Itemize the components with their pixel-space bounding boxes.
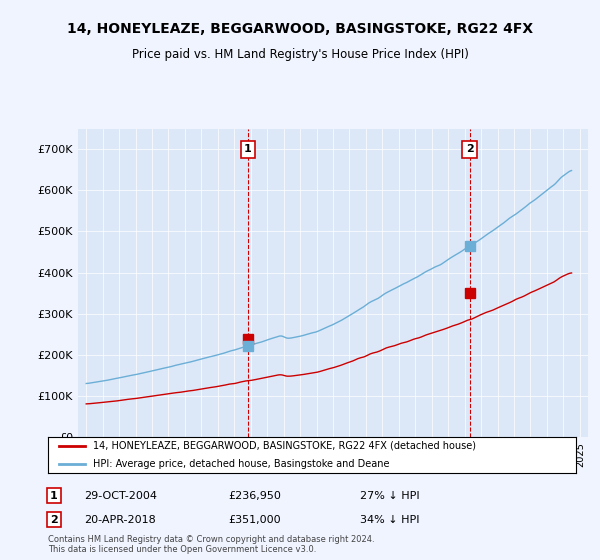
Text: Price paid vs. HM Land Registry's House Price Index (HPI): Price paid vs. HM Land Registry's House … (131, 48, 469, 60)
Text: 14, HONEYLEAZE, BEGGARWOOD, BASINGSTOKE, RG22 4FX (detached house): 14, HONEYLEAZE, BEGGARWOOD, BASINGSTOKE,… (93, 441, 476, 451)
Text: 1: 1 (50, 491, 58, 501)
Text: 20-APR-2018: 20-APR-2018 (84, 515, 156, 525)
Text: 27% ↓ HPI: 27% ↓ HPI (360, 491, 419, 501)
Text: 29-OCT-2004: 29-OCT-2004 (84, 491, 157, 501)
Text: £236,950: £236,950 (228, 491, 281, 501)
Text: HPI: Average price, detached house, Basingstoke and Deane: HPI: Average price, detached house, Basi… (93, 459, 389, 469)
Text: 2: 2 (466, 144, 473, 155)
Text: 2: 2 (50, 515, 58, 525)
Text: 1: 1 (244, 144, 252, 155)
Text: 14, HONEYLEAZE, BEGGARWOOD, BASINGSTOKE, RG22 4FX: 14, HONEYLEAZE, BEGGARWOOD, BASINGSTOKE,… (67, 22, 533, 36)
Text: £351,000: £351,000 (228, 515, 281, 525)
Text: 34% ↓ HPI: 34% ↓ HPI (360, 515, 419, 525)
Text: Contains HM Land Registry data © Crown copyright and database right 2024.
This d: Contains HM Land Registry data © Crown c… (48, 535, 374, 554)
